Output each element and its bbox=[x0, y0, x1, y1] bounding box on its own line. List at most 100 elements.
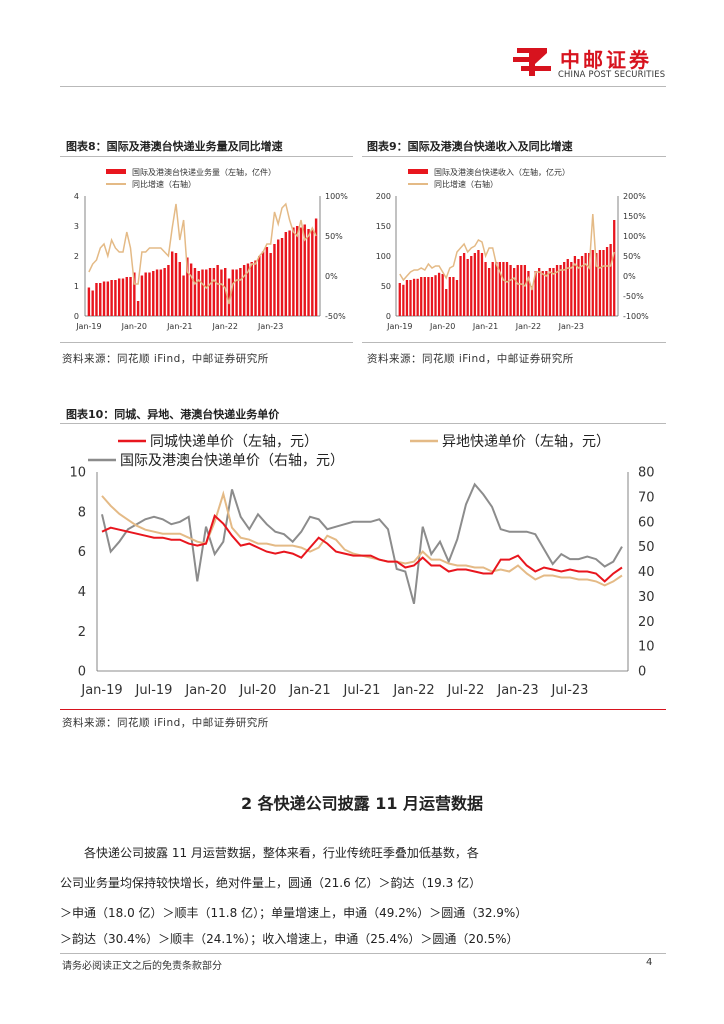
fig9-bar bbox=[402, 284, 405, 316]
fig8-bar bbox=[277, 239, 280, 316]
fig10-x-tick-label: Jan-20 bbox=[184, 683, 226, 698]
fig8-legend-bar-swatch bbox=[106, 169, 126, 174]
fig10-intracity-price-line bbox=[101, 513, 623, 583]
fig8-bar bbox=[95, 283, 98, 316]
fig9-bar bbox=[527, 271, 530, 316]
fig9-bar bbox=[420, 277, 423, 316]
section-title: 2 各快递公司披露 11 月运营数据 bbox=[240, 794, 484, 813]
fig8-bar bbox=[102, 281, 106, 316]
fig9-left-tick-label: 150 bbox=[376, 222, 391, 231]
fig9-bar bbox=[548, 268, 552, 316]
fig8-bar bbox=[284, 232, 288, 316]
fig9-bar bbox=[605, 247, 609, 316]
body-line-2: 公司业务量均保持较快增长，绝对件量上，圆通（21.6 亿）＞韵达（19.3 亿） bbox=[60, 876, 482, 890]
fig8-bar bbox=[216, 265, 219, 316]
fig8-bar bbox=[163, 268, 166, 316]
fig10-left-tick-label: 2 bbox=[78, 625, 86, 640]
fig9-bar bbox=[484, 262, 487, 316]
fig9-bar bbox=[577, 259, 580, 316]
fig10-x-tick-label: Jan-23 bbox=[496, 683, 538, 698]
fig9-bar bbox=[491, 262, 494, 316]
fig9-bar bbox=[498, 262, 501, 316]
fig8-bar bbox=[311, 229, 314, 316]
fig8-bar bbox=[193, 268, 197, 316]
fig9-bar bbox=[584, 253, 587, 316]
fig9-bar bbox=[566, 259, 569, 316]
fig8-right-tick-label: 100% bbox=[325, 192, 348, 201]
fig8-legend: 国际及港澳台快递业务量（左轴，亿件） 同比增速（右轴） bbox=[106, 167, 276, 189]
fig8-bar bbox=[144, 272, 147, 316]
fig10-x-tick-label: Jan-21 bbox=[288, 683, 330, 698]
fig10-left-tick-label: 4 bbox=[78, 585, 86, 600]
fig8-bar bbox=[99, 283, 102, 316]
fig9-right-tick-label: 150% bbox=[623, 212, 646, 221]
fig8-bar bbox=[186, 257, 189, 316]
fig8-bar bbox=[167, 265, 170, 316]
fig10-legend: 同城快递单价（左轴，元） 异地快递单价（左轴，元） 国际及港澳台快递单价（右轴，… bbox=[88, 434, 610, 469]
fig9-bar bbox=[505, 262, 509, 316]
fig9-bar bbox=[427, 277, 430, 316]
fig10-right-tick-label: 40 bbox=[638, 565, 655, 580]
fig10-right-tick-label: 70 bbox=[638, 490, 655, 505]
fig10-source: 资料来源：同花顺 iFind，中邮证券研究所 bbox=[62, 717, 269, 729]
fig8-source: 资料来源：同花顺 iFind，中邮证券研究所 bbox=[62, 353, 269, 365]
fig9-left-tick-label: 50 bbox=[381, 282, 391, 291]
fig9-legend-bar-label: 国际及港澳台快递收入（左轴，亿元） bbox=[434, 167, 570, 177]
fig10-right-tick-label: 10 bbox=[638, 640, 655, 655]
fig10-right-tick-label: 0 bbox=[638, 665, 646, 680]
fig8-bar bbox=[133, 272, 136, 316]
body-line-1: 各快递公司披露 11 月运营数据，整体来看，行业传统旺季叠加低基数，各 bbox=[84, 846, 479, 860]
fig8-bar bbox=[197, 271, 200, 316]
footer-rule bbox=[60, 953, 666, 954]
fig8-bar bbox=[155, 269, 159, 316]
fig8-bar bbox=[152, 271, 155, 316]
fig9-right-tick-label: 0% bbox=[623, 272, 636, 281]
fig9-bar bbox=[573, 256, 577, 316]
fig9-title-rule bbox=[362, 156, 666, 157]
fig8-bar bbox=[121, 278, 125, 316]
fig9-bar bbox=[430, 277, 434, 316]
fig8-bar bbox=[231, 269, 235, 316]
fig10-right-tick-label: 60 bbox=[638, 515, 655, 530]
page-number: 4 bbox=[646, 957, 653, 968]
fig8-bar bbox=[273, 244, 276, 316]
fig10-intl-price-line bbox=[101, 482, 623, 605]
fig9-x-tick-label: Jan-23 bbox=[558, 322, 584, 331]
fig9-bottom-rule bbox=[362, 342, 666, 343]
fig9-bar bbox=[459, 256, 462, 316]
fig9-bar bbox=[462, 253, 466, 316]
fig9-right-tick-label: -50% bbox=[623, 292, 644, 301]
fig10-right-tick-label: 50 bbox=[638, 540, 655, 555]
fig8-bar bbox=[110, 280, 113, 316]
fig8-x-tick-label: Jan-21 bbox=[166, 322, 192, 331]
fig9-bar bbox=[477, 250, 480, 316]
fig9-bar bbox=[534, 271, 537, 316]
fig10-title: 图表10：同城、异地、港澳台快递业务单价 bbox=[66, 408, 280, 421]
fig9-bar bbox=[441, 274, 444, 316]
fig9-bar bbox=[455, 280, 459, 316]
fig9-bar bbox=[595, 253, 598, 316]
fig8-bar bbox=[170, 251, 174, 316]
fig8-right-tick-label: 0% bbox=[325, 272, 338, 281]
fig8-bar bbox=[280, 238, 284, 316]
fig8-bar bbox=[261, 251, 265, 316]
fig8-growth-line bbox=[88, 202, 317, 305]
fig9-bar bbox=[591, 250, 594, 316]
fig10-left-tick-label: 6 bbox=[78, 545, 86, 560]
fig10-legend-b-label: 异地快递单价（左轴，元） bbox=[442, 434, 610, 450]
fig9-bar bbox=[552, 268, 555, 316]
fig8-chart: 国际及港澳台快递业务量（左轴，亿件） 同比增速（右轴） 4 3 2 1 0 100% 50%… bbox=[74, 167, 348, 331]
fig8-bar bbox=[174, 253, 178, 316]
fig9-bar bbox=[509, 265, 512, 316]
fig9-bar bbox=[470, 256, 473, 316]
fig8-bar bbox=[189, 263, 193, 316]
fig8-bottom-rule bbox=[60, 342, 353, 343]
fig9-bar bbox=[523, 265, 527, 316]
fig8-title-rule bbox=[60, 156, 353, 157]
fig8-bar bbox=[136, 301, 140, 316]
fig8-bar bbox=[201, 269, 204, 316]
fig8-x-tick-label: Jan-20 bbox=[121, 322, 147, 331]
body-line-4: ＞韵达（30.4%）＞顺丰（24.1%）；收入增速上，申通（25.4%）＞圆通（… bbox=[60, 932, 519, 946]
fig8-bar bbox=[140, 275, 144, 316]
fig8-bar bbox=[125, 277, 128, 316]
